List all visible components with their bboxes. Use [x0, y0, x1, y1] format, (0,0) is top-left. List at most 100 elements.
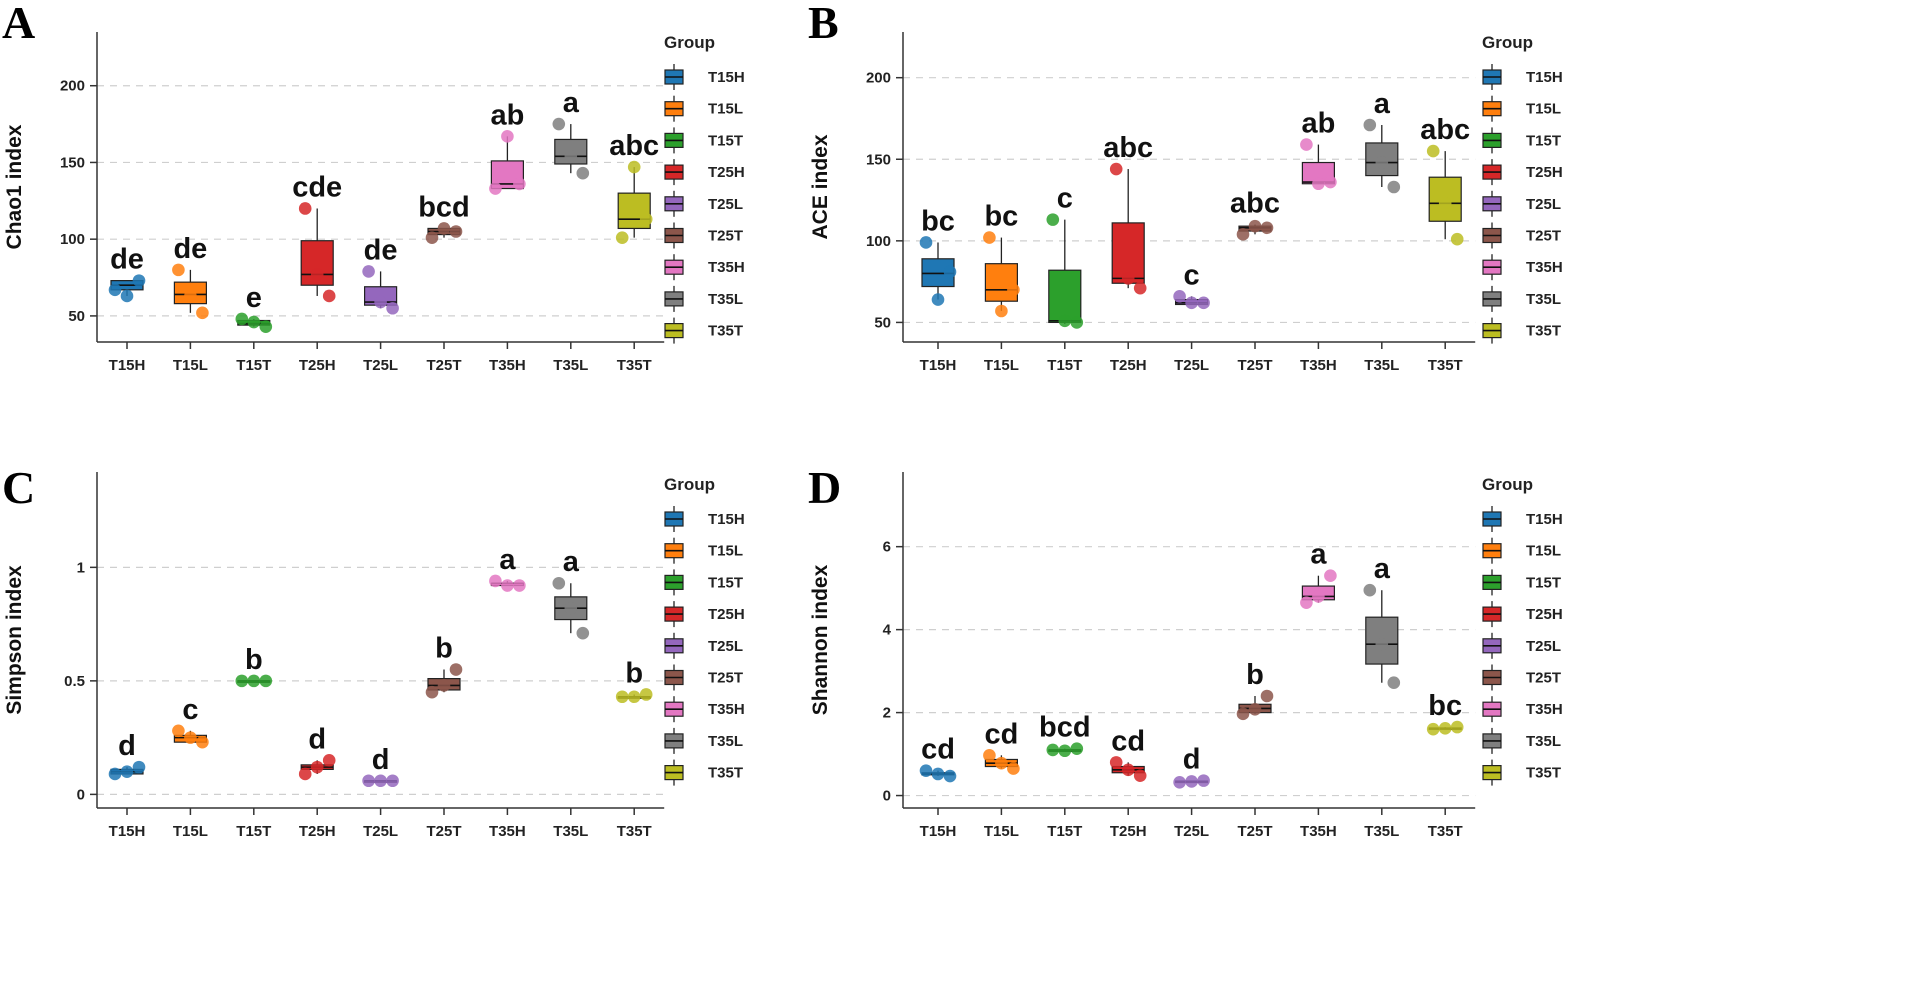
significance-label: e — [246, 282, 262, 314]
data-point — [943, 265, 957, 279]
data-point — [1046, 743, 1060, 757]
data-point — [1300, 596, 1313, 609]
data-point — [1185, 296, 1198, 310]
data-point — [132, 274, 146, 287]
data-point — [931, 767, 945, 781]
data-point — [983, 749, 996, 762]
significance-label: abc — [1230, 188, 1280, 220]
data-point — [1375, 156, 1389, 169]
x-tick-label: T35L — [1364, 823, 1399, 840]
data-point — [1046, 213, 1060, 226]
data-point — [576, 166, 590, 180]
data-point — [184, 289, 197, 303]
x-tick-label: T15L — [984, 823, 1019, 840]
data-point — [362, 774, 375, 788]
legend-label: T25L — [708, 638, 743, 655]
legend-label: T25T — [1526, 228, 1561, 245]
significance-label: ab — [1301, 108, 1335, 140]
x-tick-label: T15L — [984, 357, 1019, 374]
significance-label: cd — [921, 734, 955, 766]
panel-letter: B — [808, 0, 839, 48]
legend-title: Group — [1482, 33, 1533, 52]
y-tick-label: 0 — [77, 786, 85, 803]
significance-label: cd — [1111, 725, 1145, 757]
data-point — [489, 182, 502, 195]
data-point — [501, 130, 514, 143]
box-t35l — [1365, 616, 1399, 665]
significance-label: b — [245, 644, 263, 676]
y-tick-label: 0.5 — [64, 673, 85, 690]
x-tick-label: T35T — [1428, 357, 1463, 374]
data-point — [259, 320, 273, 333]
x-tick-label: T25L — [363, 357, 398, 374]
legend-label: T35H — [708, 701, 745, 718]
data-point — [1426, 722, 1440, 736]
significance-label: a — [563, 87, 580, 119]
x-tick-label: T15T — [1047, 357, 1082, 374]
data-point — [1109, 162, 1123, 176]
significance-label: cde — [292, 171, 342, 203]
data-point — [615, 690, 629, 704]
data-point — [322, 289, 336, 303]
legend-label: T35L — [1526, 733, 1561, 750]
data-point — [513, 579, 526, 592]
x-tick-label: T35H — [1300, 357, 1337, 374]
legend-label: T15H — [1526, 69, 1563, 86]
panel-letter: D — [808, 462, 841, 513]
data-point — [1312, 590, 1325, 603]
legend-label: T15H — [708, 69, 745, 86]
y-tick-label: 100 — [60, 231, 85, 248]
significance-label: abc — [609, 130, 659, 162]
y-tick-label: 150 — [866, 151, 891, 168]
legend-label: T25H — [1526, 164, 1563, 181]
legend-label: T15L — [708, 543, 743, 560]
x-tick-label: T15T — [1047, 823, 1082, 840]
panel-c: C 0 0.5 1 Simpson index T15H d T15L c T15T b T25H d T… — [2, 462, 745, 840]
data-point — [1236, 228, 1250, 241]
panel-letter: C — [2, 462, 35, 513]
legend-label: T15T — [708, 574, 743, 591]
y-tick-label: 6 — [883, 539, 891, 556]
data-point — [1248, 219, 1262, 233]
x-tick-label: T35H — [489, 823, 526, 840]
data-point — [132, 760, 146, 774]
data-point — [1058, 314, 1072, 328]
data-point — [1173, 290, 1186, 303]
x-tick-label: T25H — [1110, 357, 1147, 374]
data-point — [1260, 689, 1274, 703]
significance-label: abc — [1420, 114, 1470, 146]
data-point — [108, 767, 122, 781]
significance-label: ab — [490, 99, 524, 131]
significance-label: b — [435, 633, 453, 665]
data-point — [1197, 296, 1210, 310]
y-tick-label: 200 — [60, 78, 85, 95]
x-tick-label: T15L — [173, 823, 208, 840]
data-point — [1007, 283, 1020, 297]
x-tick-label: T15L — [173, 357, 208, 374]
data-point — [1121, 272, 1135, 285]
data-point — [1260, 221, 1274, 235]
y-tick-label: 0 — [883, 788, 891, 805]
data-point — [386, 774, 399, 788]
significance-label: b — [1246, 659, 1264, 691]
x-tick-label: T25H — [299, 357, 336, 374]
y-tick-label: 2 — [883, 705, 891, 722]
data-point — [943, 769, 957, 783]
data-point — [172, 724, 185, 738]
data-point — [1450, 720, 1464, 734]
y-tick-label: 4 — [883, 622, 892, 639]
legend-label: T15T — [1526, 574, 1561, 591]
box-t15t — [1048, 269, 1082, 324]
data-point — [489, 574, 502, 588]
data-point — [247, 674, 261, 688]
x-tick-label: T25T — [426, 823, 461, 840]
data-point — [1248, 702, 1262, 716]
x-tick-label: T25T — [1237, 823, 1272, 840]
box-t35t — [1428, 176, 1462, 222]
data-point — [1324, 175, 1337, 189]
x-tick-label: T25L — [363, 823, 398, 840]
legend-label: T25T — [708, 670, 743, 687]
data-point — [1363, 583, 1377, 597]
